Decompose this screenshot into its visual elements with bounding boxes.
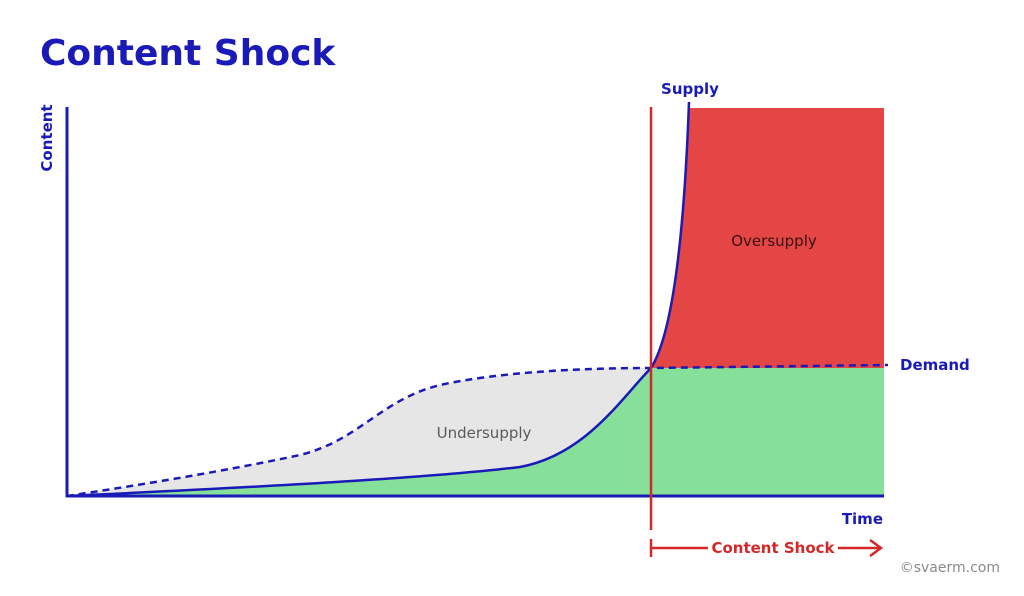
y-axis-label: Content — [38, 104, 56, 171]
x-axis-label: Time — [842, 510, 883, 528]
supply-area — [67, 368, 884, 496]
undersupply-label: Undersupply — [437, 424, 532, 442]
content-shock-label: Content Shock — [711, 539, 835, 557]
page-title: Content Shock — [40, 33, 336, 74]
oversupply-region — [651, 108, 884, 368]
demand-label: Demand — [900, 356, 970, 374]
supply-curve — [66, 101, 691, 498]
supply-label: Supply — [661, 80, 719, 98]
oversupply-label: Oversupply — [731, 232, 817, 250]
shock-arrow-head — [869, 538, 884, 558]
undersupply-region — [67, 368, 651, 496]
demand-curve — [66, 363, 889, 498]
credit-text: ©svaerm.com — [900, 560, 1000, 576]
